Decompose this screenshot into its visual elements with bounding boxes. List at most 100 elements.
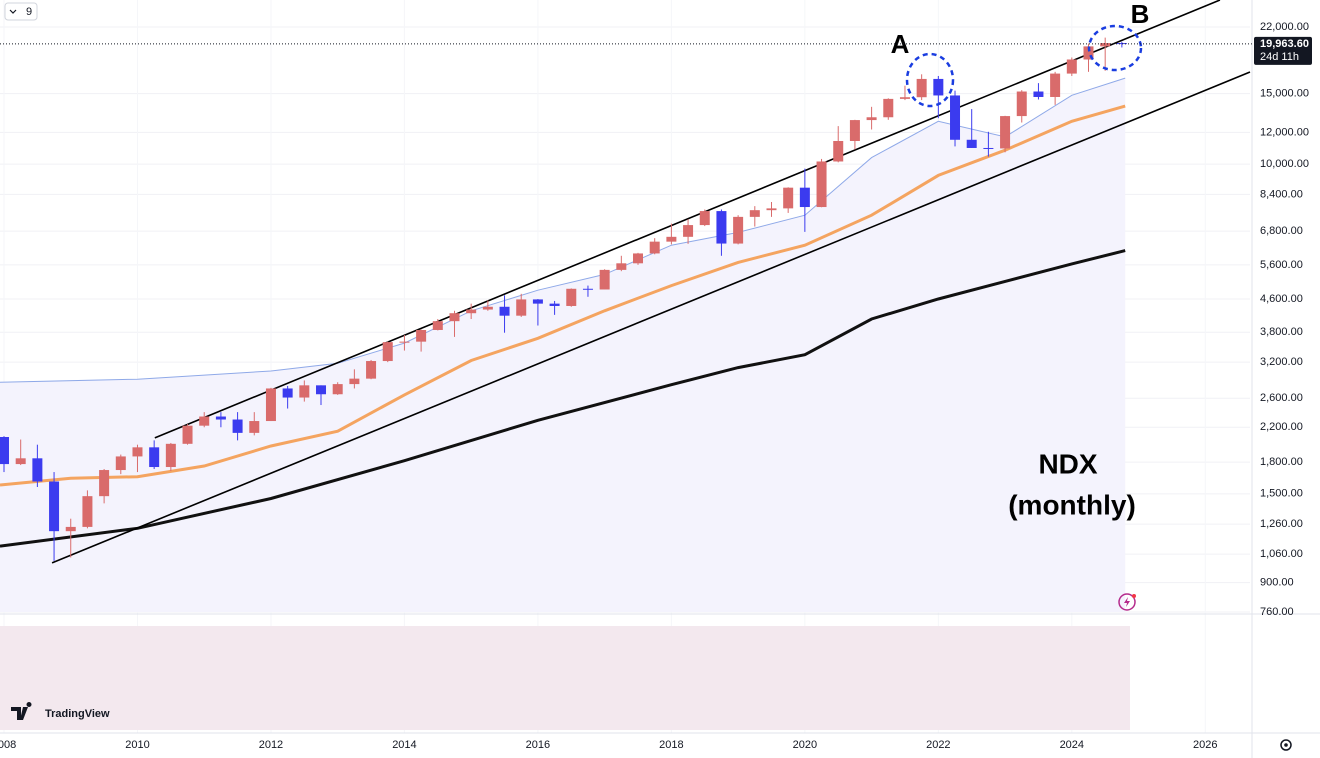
candle-body xyxy=(833,140,844,162)
candle-body xyxy=(99,470,110,497)
candle-body xyxy=(549,303,560,306)
y-tick-label: 12,000.00 xyxy=(1260,126,1309,138)
candle-body xyxy=(382,342,393,362)
candle-body xyxy=(766,208,777,211)
candle-body xyxy=(0,436,10,465)
candle-body xyxy=(649,241,660,254)
trendline xyxy=(154,0,1221,439)
candle-body xyxy=(816,161,827,208)
candle-body xyxy=(516,299,527,316)
x-tick-label: 2014 xyxy=(392,739,416,751)
candle-body xyxy=(666,236,677,242)
candle-body xyxy=(1033,91,1044,97)
x-tick-label: 2018 xyxy=(659,739,683,751)
candle-body xyxy=(616,263,627,270)
candle-body xyxy=(449,313,460,322)
moving-average xyxy=(0,249,1126,548)
candle-body xyxy=(866,117,877,121)
candle-body xyxy=(149,447,160,468)
highlight-circle xyxy=(905,52,955,108)
candle-body xyxy=(566,288,577,306)
candle-body xyxy=(1100,43,1111,47)
candle-body xyxy=(182,425,193,444)
volume-area xyxy=(0,626,1130,730)
candle-body xyxy=(733,216,744,244)
candle-body xyxy=(699,211,710,226)
candle-body xyxy=(899,97,910,99)
candle-body xyxy=(532,299,543,304)
candle-body xyxy=(482,306,493,310)
candle-body xyxy=(783,187,794,209)
settings-icon-center xyxy=(1284,743,1288,747)
candle-body xyxy=(1066,59,1077,74)
candle-body xyxy=(1083,46,1094,60)
x-tick-label: 2008 xyxy=(0,739,16,751)
candle-body xyxy=(215,416,226,420)
indicator-count[interactable]: 9 xyxy=(26,6,32,18)
candle-body xyxy=(232,419,243,433)
alert-icon[interactable] xyxy=(1118,593,1136,611)
x-tick-label: 2022 xyxy=(926,739,950,751)
highlight-circle xyxy=(1087,24,1143,72)
candle-body xyxy=(82,496,93,527)
candle-body xyxy=(15,458,26,465)
candle-body xyxy=(199,416,210,426)
candle-body xyxy=(366,361,377,379)
candle-body xyxy=(432,321,443,330)
candle-body xyxy=(499,306,510,316)
candle-body xyxy=(349,378,360,385)
candle-body xyxy=(165,443,176,468)
overlay-layer: 22,000.00 15,000.00 12,000.00 10,000.00 8,40… xyxy=(0,21,1312,751)
candle-body xyxy=(249,421,260,433)
candle-body xyxy=(849,120,860,141)
y-tick-label: 22,000.00 xyxy=(1260,21,1309,33)
current-price-label: 19,963.60 xyxy=(1260,38,1309,50)
candle-body xyxy=(65,526,76,532)
settings-icon[interactable] xyxy=(1280,739,1292,751)
y-tick-label: 760.00 xyxy=(1260,606,1294,618)
candle-body xyxy=(282,388,293,398)
candle-body xyxy=(265,388,276,422)
candle-body xyxy=(316,385,327,395)
y-tick-label: 5,600.00 xyxy=(1260,259,1303,271)
candle-body xyxy=(1000,116,1011,149)
annotation: NDX xyxy=(1038,448,1097,479)
x-tick-label: 2024 xyxy=(1060,739,1084,751)
brand-logo xyxy=(11,701,32,720)
candle-body xyxy=(749,210,760,217)
y-tick-label: 1,260.00 xyxy=(1260,518,1303,530)
candle-body xyxy=(966,139,977,148)
candle-body xyxy=(416,329,427,342)
candle-body xyxy=(916,78,927,98)
candle-body xyxy=(1050,73,1061,97)
y-tick-label: 900.00 xyxy=(1260,577,1294,589)
plot xyxy=(0,0,1251,613)
moving-average xyxy=(0,104,1126,487)
candle-body xyxy=(716,211,727,244)
brand-name: TradingView xyxy=(45,708,110,720)
x-tick-label: 2016 xyxy=(526,739,550,751)
alert-icon-bolt xyxy=(1124,597,1130,607)
annotation: (monthly) xyxy=(1008,489,1136,520)
candle-body xyxy=(983,147,994,149)
y-tick-label: 15,000.00 xyxy=(1260,87,1309,99)
trendline xyxy=(51,71,1251,564)
candle-body xyxy=(950,95,961,140)
annotation: B xyxy=(1131,0,1150,29)
candle-body xyxy=(883,98,894,118)
candle-body xyxy=(1116,43,1127,45)
candle-body xyxy=(299,385,310,398)
candle-body xyxy=(132,447,143,457)
candle-body xyxy=(332,384,343,395)
candle-body xyxy=(933,78,944,96)
y-tick-label: 10,000.00 xyxy=(1260,158,1309,170)
y-tick-label: 2,200.00 xyxy=(1260,421,1303,433)
y-tick-label: 8,400.00 xyxy=(1260,188,1303,200)
candle-body xyxy=(799,187,810,208)
y-tick-label: 1,800.00 xyxy=(1260,456,1303,468)
indicator-toggle[interactable] xyxy=(4,2,38,21)
y-tick-label: 3,200.00 xyxy=(1260,356,1303,368)
x-tick-label: 2026 xyxy=(1193,739,1217,751)
